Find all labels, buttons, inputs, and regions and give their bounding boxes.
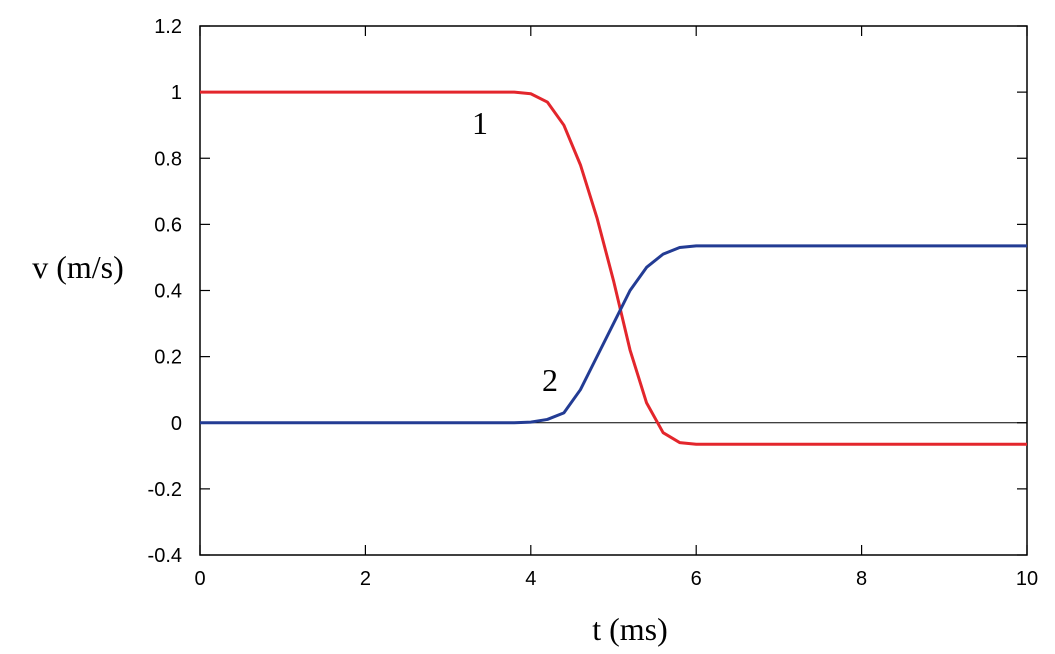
x-axis-label: t (ms) — [592, 611, 668, 647]
series-line — [200, 244, 1027, 425]
y-tick-label: -0.2 — [148, 479, 182, 501]
plot-frame — [199, 25, 1028, 556]
y-axis-label: v (m/s) — [32, 249, 124, 285]
series-annotation: 1 — [472, 105, 488, 141]
y-tick-label: 1.2 — [154, 16, 182, 38]
y-tick-label: 1 — [171, 82, 182, 104]
x-tick-label: 4 — [525, 568, 536, 590]
series-line — [200, 90, 1027, 446]
x-tick-label: 0 — [194, 568, 205, 590]
y-tick-label: 0.2 — [154, 347, 182, 369]
y-tick-label: -0.4 — [148, 545, 182, 567]
series-annotation: 2 — [542, 362, 558, 398]
y-tick-label: 0.8 — [154, 148, 182, 170]
x-tick-label: 6 — [691, 568, 702, 590]
x-tick-label: 2 — [360, 568, 371, 590]
x-tick-label: 8 — [856, 568, 867, 590]
y-tick-label: 0.6 — [154, 214, 182, 236]
x-tick-label: 10 — [1016, 568, 1038, 590]
y-tick-label: 0.4 — [154, 281, 182, 303]
y-tick-label: 0 — [171, 413, 182, 435]
